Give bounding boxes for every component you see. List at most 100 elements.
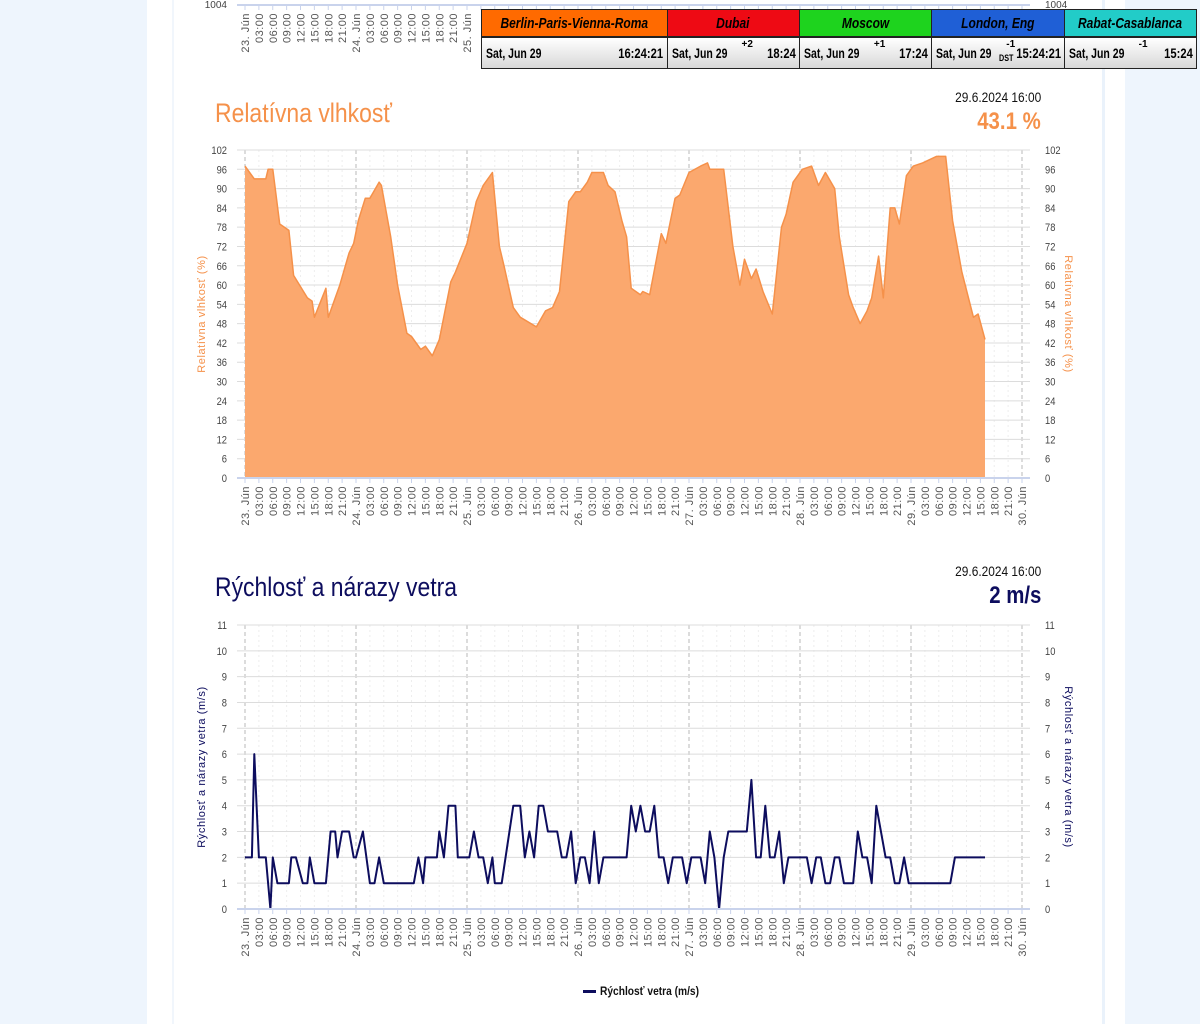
y-tick-label-right: 72: [1045, 242, 1056, 254]
y-tick-label-left: 96: [217, 165, 228, 177]
wind-title: Rýchlosť a nárazy vetra: [215, 572, 458, 602]
x-tick-label: 15:00: [975, 917, 987, 947]
x-tick-label: 21:00: [337, 917, 349, 947]
y-tick-label-left: 6: [222, 454, 227, 466]
x-tick-label: 25. Jún: [462, 13, 474, 53]
x-tick-label: 18:00: [878, 917, 890, 947]
x-tick-label: 03:00: [476, 917, 488, 947]
y-tick-label-right: 42: [1045, 338, 1056, 350]
x-tick-label: 23. Jún: [240, 13, 252, 53]
y-tick-label-right: 1: [1045, 879, 1050, 891]
x-tick-label: 03:00: [587, 486, 599, 516]
y-tick-label-right: 90: [1045, 184, 1056, 196]
y-tick-label-right: 0: [1045, 473, 1050, 485]
x-tick-label: 06:00: [823, 486, 835, 516]
y-tick-label-right: 96: [1045, 165, 1056, 177]
x-tick-label: 12:00: [740, 486, 752, 516]
y-tick-label-left: 18: [217, 415, 228, 427]
clock-time: 18:24: [767, 45, 796, 61]
x-tick-label: 25. Jún: [462, 917, 474, 957]
clock-time: 17:24: [899, 45, 929, 61]
y-tick-label-left: 7: [222, 724, 227, 736]
wind-current-value: 2 m/s: [988, 582, 1041, 609]
clock-time: 16:24:21: [618, 45, 664, 61]
x-tick-label: 21:00: [559, 917, 571, 947]
clock-offset: -1: [1138, 39, 1148, 50]
x-tick-label: 18:00: [989, 917, 1001, 947]
x-tick-label: 15:00: [975, 486, 987, 516]
x-tick-label: 21:00: [559, 486, 571, 516]
y-tick-label-left: 0: [222, 473, 227, 485]
y-tick-label-right: 48: [1045, 319, 1056, 331]
x-tick-label: 18:00: [323, 486, 335, 516]
x-tick-label: 06:00: [379, 13, 391, 43]
x-tick-label: 23. Jún: [240, 486, 252, 526]
y-tick-label-left: 10: [217, 646, 228, 658]
x-tick-label: 09:00: [948, 917, 960, 947]
x-tick-label: 03:00: [920, 486, 932, 516]
y-tick-label-left: 6: [222, 749, 227, 761]
y-tick-label-right: 84: [1045, 203, 1056, 215]
x-tick-label: 09:00: [615, 917, 627, 947]
humidity-area: [245, 156, 985, 478]
y-tick-label-right: 54: [1045, 300, 1056, 312]
clock-dst: DST: [999, 53, 1014, 63]
x-tick-label: 12:00: [296, 917, 308, 947]
x-tick-label: 18:00: [434, 13, 446, 43]
clock-0: Berlin-Paris-Vienna-Roma Sat, Jun 29 16:24…: [482, 10, 668, 68]
y-tick-label-left: 11: [217, 620, 227, 632]
world-clock-table: Berlin-Paris-Vienna-Roma Sat, Jun 29 16:24…: [481, 9, 1197, 69]
x-tick-label: 30. Jún: [1017, 917, 1029, 957]
y-tick-label-left: 60: [217, 280, 228, 292]
x-tick-label: 15:00: [864, 486, 876, 516]
x-tick-label: 18:00: [767, 917, 779, 947]
x-tick-label: 03:00: [587, 917, 599, 947]
x-tick-label: 12:00: [851, 486, 863, 516]
x-tick-label: 23. Jún: [240, 917, 252, 957]
x-tick-label: 03:00: [254, 486, 266, 516]
x-tick-label: 26. Jún: [573, 917, 585, 957]
y-tick-label-left: 1: [222, 879, 227, 891]
x-tick-label: 21:00: [670, 486, 682, 516]
x-tick-label: 15:00: [753, 917, 765, 947]
y-axis-title-left: Rýchlosť a nárazy vetra (m/s): [196, 686, 208, 848]
top-chart-y-tick-right: 1004: [1045, 0, 1068, 11]
x-tick-label: 06:00: [601, 486, 613, 516]
wind-legend[interactable]: Rýchlosť vetra (m/s): [583, 984, 716, 998]
clock-row: Sat, Jun 29 16:24:21: [482, 38, 667, 68]
y-tick-label-left: 0: [222, 904, 227, 916]
clock-city: Moscow: [841, 14, 890, 32]
clock-row: Sat, Jun 29 -1 15:24: [1064, 38, 1196, 68]
x-tick-label: 09:00: [726, 486, 738, 516]
y-tick-label-left: 84: [217, 203, 228, 215]
x-tick-label: 12:00: [629, 486, 641, 516]
x-tick-label: 12:00: [740, 917, 752, 947]
x-tick-label: 18:00: [878, 486, 890, 516]
clock-date: Sat, Jun 29: [671, 45, 727, 61]
clock-city-header: Moscow: [799, 10, 932, 38]
x-tick-label: 06:00: [934, 917, 946, 947]
x-tick-label: 15:00: [309, 13, 321, 43]
x-tick-label: 27. Jún: [684, 917, 696, 957]
x-tick-label: 06:00: [823, 917, 835, 947]
x-tick-label: 06:00: [712, 917, 724, 947]
y-tick-label-right: 4: [1045, 801, 1050, 813]
x-tick-label: 09:00: [393, 486, 405, 516]
x-tick-label: 12:00: [407, 917, 419, 947]
y-tick-label-right: 66: [1045, 261, 1056, 273]
x-tick-label: 30. Jún: [1017, 486, 1029, 526]
y-tick-label-right: 102: [1045, 145, 1061, 157]
y-axis-title-left: Relatívna vlhkosť (%): [196, 255, 208, 373]
y-tick-label-left: 4: [222, 801, 227, 813]
y-tick-label-right: 11: [1045, 620, 1055, 632]
y-tick-label-right: 6: [1045, 454, 1050, 466]
x-tick-label: 03:00: [365, 13, 377, 43]
x-tick-label: 12:00: [962, 486, 974, 516]
clock-2: Moscow Sat, Jun 29 +1 17:24: [799, 10, 933, 68]
clock-row: Sat, Jun 29 +2 18:24: [667, 38, 799, 68]
humidity-title: Relatívna vlhkosť: [215, 98, 392, 128]
top-chart-y-tick-left: 1004: [205, 0, 228, 11]
x-tick-label: 09:00: [504, 486, 516, 516]
clock-date: Sat, Jun 29: [936, 45, 992, 61]
x-tick-label: 26. Jún: [573, 486, 585, 526]
